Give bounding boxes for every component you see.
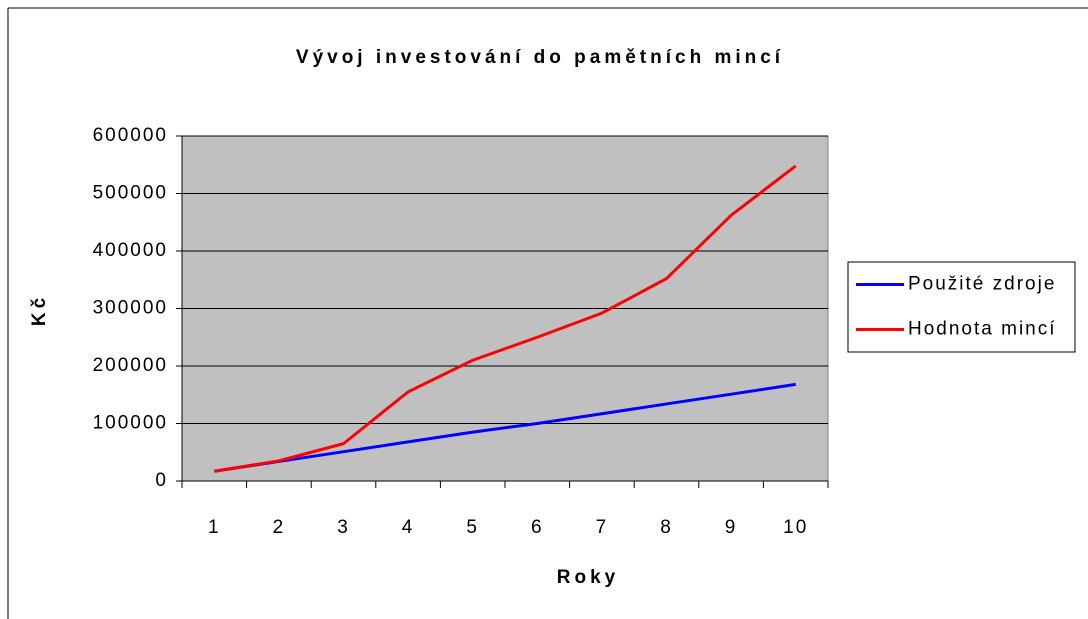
y-tick-label: 0 <box>155 470 168 491</box>
legend-label: Použité zdroje <box>908 274 1056 295</box>
x-tick-label: 10 <box>783 517 808 538</box>
y-tick-label: 300000 <box>93 298 168 319</box>
legend-box <box>847 261 1076 353</box>
x-tick-label: 1 <box>208 517 221 538</box>
y-tick-label: 100000 <box>93 413 168 434</box>
x-tick-label: 7 <box>596 517 609 538</box>
x-tick-label: 3 <box>337 517 350 538</box>
y-tick-label: 400000 <box>93 240 168 261</box>
chart-title: Vývoj investování do pamětních mincí <box>296 47 784 68</box>
x-tick-label: 8 <box>660 517 673 538</box>
y-tick-label: 200000 <box>93 355 168 376</box>
y-tick-label: 500000 <box>93 183 168 204</box>
x-tick-label: 4 <box>402 517 415 538</box>
y-tick-label: 600000 <box>93 125 168 146</box>
series-line <box>214 382 796 473</box>
series-line <box>214 164 797 473</box>
x-tick-label: 6 <box>531 517 544 538</box>
x-tick-label: 2 <box>273 517 286 538</box>
x-tick-label: 9 <box>725 517 738 538</box>
legend-label: Hodnota mincí <box>908 319 1057 340</box>
x-tick-label: 5 <box>466 517 479 538</box>
y-axis-label: Kč <box>29 294 50 326</box>
x-axis-label: Roky <box>557 567 619 588</box>
